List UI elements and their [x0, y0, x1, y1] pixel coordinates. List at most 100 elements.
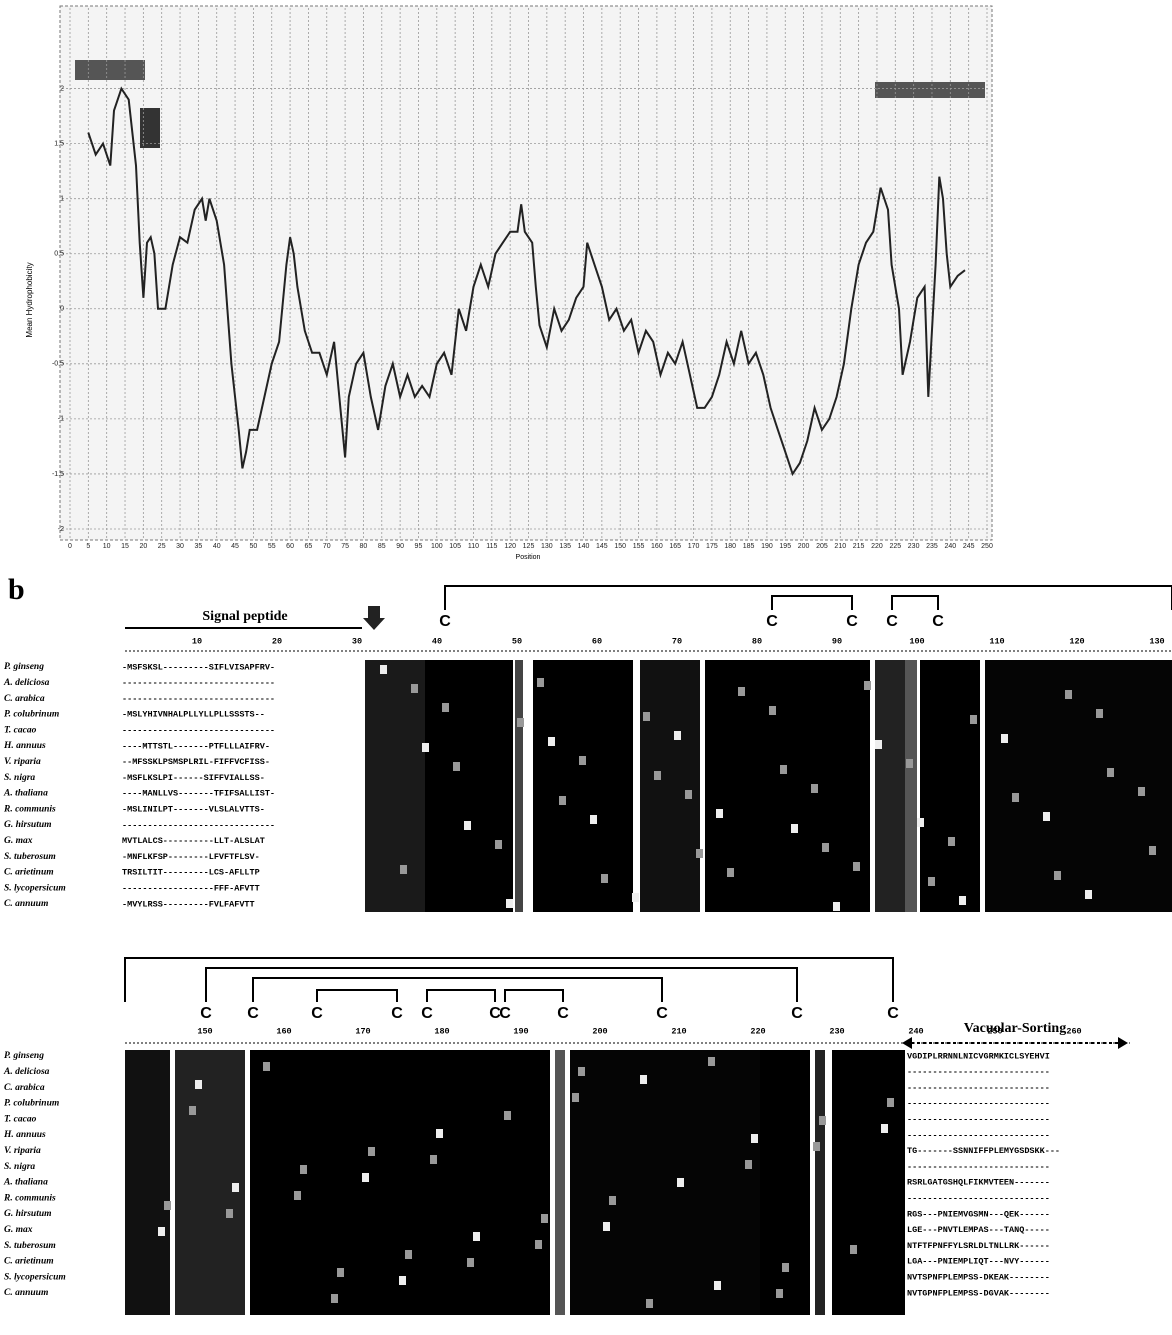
species-name: T. cacao	[4, 1114, 37, 1124]
residue-highlight	[1001, 734, 1008, 743]
arrow-marker	[75, 60, 145, 80]
x-tick-label: 0	[68, 543, 72, 550]
cysteine-label: C	[421, 1005, 433, 1022]
x-tick-label: 95	[415, 543, 423, 550]
species-name: T. cacao	[4, 725, 37, 735]
y-tick-label: -0.5	[52, 361, 64, 368]
x-tick-label: 235	[926, 543, 938, 550]
residue-highlight	[769, 706, 776, 715]
x-tick-label: 220	[871, 543, 883, 550]
ruler-number: 50	[512, 636, 522, 646]
residue-highlight	[640, 1075, 647, 1084]
residue-highlight	[189, 1106, 196, 1115]
sequence: ----------------------------	[907, 1099, 1050, 1109]
residue-highlight	[738, 687, 745, 696]
residue-highlight	[959, 896, 966, 905]
ruler-number: 130	[1149, 636, 1164, 646]
x-tick-label: 110	[468, 543, 479, 550]
residue-highlight	[541, 1214, 548, 1223]
x-tick-label: 200	[798, 543, 810, 550]
residue-highlight	[464, 821, 471, 830]
residue-highlight	[453, 762, 460, 771]
sequence: ----MANLLVS-------TFIFSALLIST-	[122, 789, 275, 799]
sequence: RGS---PNIEMVGSMN---QEK------	[907, 1209, 1050, 1219]
species-name: H. annuus	[3, 1130, 46, 1140]
species-name: G. max	[4, 1225, 33, 1235]
species-name: V. riparia	[4, 1146, 41, 1156]
x-tick-label: 120	[504, 543, 516, 550]
residue-highlight	[506, 899, 513, 908]
x-tick-label: 105	[449, 543, 461, 550]
residue-highlight	[1012, 793, 1019, 802]
ruler-number: 40	[432, 636, 442, 646]
sequence: -MVYLRSS---------FVLFAFVTT	[122, 899, 255, 909]
residue-highlight	[1138, 787, 1145, 796]
conservation-block	[905, 660, 917, 912]
conservation-block	[515, 660, 523, 912]
residue-highlight	[708, 1057, 715, 1066]
sequence: TRSILTIT---------LCS-AFLLTP	[122, 868, 260, 878]
ruler-number: 150	[197, 1026, 212, 1036]
species-name: G. hirsutum	[4, 820, 52, 830]
residue-highlight	[473, 1232, 480, 1241]
residue-highlight	[380, 665, 387, 674]
species-name: P. colubrinum	[4, 1099, 59, 1109]
species-name: R. communis	[3, 1193, 56, 1203]
ruler-number: 250	[987, 1026, 1002, 1036]
cysteine-label: C	[391, 1005, 403, 1022]
species-name: S. nigra	[4, 1162, 35, 1172]
residue-highlight	[430, 1155, 437, 1164]
ruler-number: 220	[750, 1026, 765, 1036]
residue-highlight	[226, 1209, 233, 1218]
species-name: C. annuum	[4, 1288, 48, 1298]
residue-highlight	[1043, 812, 1050, 821]
residue-highlight	[819, 1116, 826, 1125]
x-tick-label: 45	[231, 543, 239, 550]
sequence: NVTGPNFPLEMPSS-DGVAK--------	[907, 1288, 1050, 1298]
x-tick-label: 65	[305, 543, 313, 550]
residue-highlight	[833, 902, 840, 911]
vacuolar-sorting-label: Vacuolar-Sorting	[964, 1021, 1066, 1036]
sequence: LGE---PNVTLEMPAS---TANQ-----	[907, 1225, 1050, 1235]
species-name: R. communis	[3, 804, 56, 814]
x-tick-label: 55	[268, 543, 276, 550]
sequence: NVTSPNFPLEMPSS-DKEAK--------	[907, 1272, 1050, 1282]
sequence: ------------------------------	[122, 678, 275, 688]
residue-highlight	[579, 756, 586, 765]
x-tick-label: 100	[431, 543, 443, 550]
residue-highlight	[578, 1067, 585, 1076]
residue-highlight	[331, 1294, 338, 1303]
conservation-block	[570, 1050, 760, 1315]
species-name: S. nigra	[4, 773, 35, 783]
residue-highlight	[158, 1227, 165, 1236]
x-tick-label: 20	[139, 543, 147, 550]
species-name: S. lycopersicum	[4, 1272, 66, 1282]
residue-highlight	[263, 1062, 270, 1071]
cysteine-label: C	[557, 1005, 569, 1022]
y-tick-label: 2	[60, 85, 64, 92]
residue-highlight	[646, 1299, 653, 1308]
ruler-number: 80	[752, 636, 762, 646]
x-tick-label: 250	[981, 543, 993, 550]
residue-highlight	[948, 837, 955, 846]
residue-highlight	[875, 740, 882, 749]
x-tick-label: 115	[486, 543, 497, 550]
x-tick-label: 175	[706, 543, 718, 550]
ruler-number: 160	[276, 1026, 291, 1036]
residue-highlight	[517, 718, 524, 727]
sequence: MVTLALCS----------LLT-ALSLAT	[122, 836, 265, 846]
residue-highlight	[850, 1245, 857, 1254]
x-tick-label: 215	[853, 543, 865, 550]
residue-highlight	[928, 877, 935, 886]
residue-highlight	[751, 1134, 758, 1143]
residue-highlight	[195, 1080, 202, 1089]
residue-highlight	[811, 784, 818, 793]
sequence: ----------------------------	[907, 1162, 1050, 1172]
residue-highlight	[405, 1250, 412, 1259]
species-name: P. ginseng	[4, 662, 44, 672]
sequence: -MSLYHIVNHALPLLYLLPLLSSSTS--	[122, 710, 265, 720]
residue-highlight	[887, 1098, 894, 1107]
residue-highlight	[609, 1196, 616, 1205]
x-tick-label: 210	[834, 543, 846, 550]
conservation-block	[985, 660, 1172, 912]
